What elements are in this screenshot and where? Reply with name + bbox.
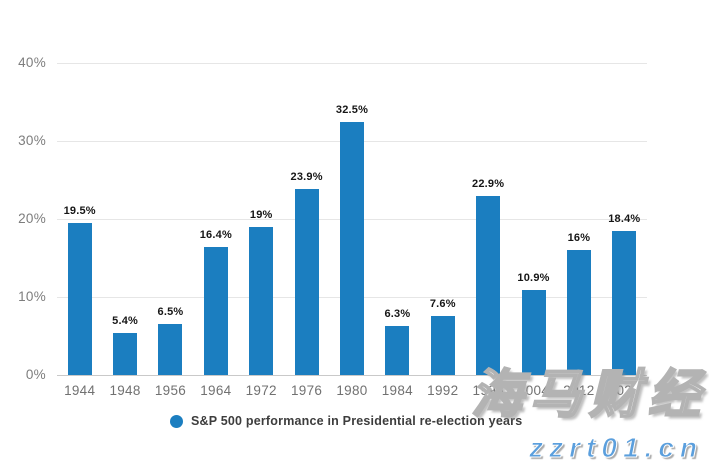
bar-value-label: 23.9%: [290, 170, 323, 183]
legend: S&P 500 performance in Presidential re-e…: [170, 414, 522, 428]
legend-marker-icon: [170, 414, 183, 428]
x-axis-tick-label: 1956: [154, 383, 187, 398]
gridline: [57, 375, 647, 376]
x-axis-tick-label: 1984: [381, 383, 413, 398]
bar-value-label: 32.5%: [335, 103, 369, 116]
bar: [158, 324, 183, 375]
x-axis-tick-label: 1976: [290, 383, 323, 398]
bar: [430, 315, 455, 375]
x-axis-tick-label: 1948: [109, 383, 141, 398]
bar: [249, 226, 274, 375]
bar: [521, 289, 546, 375]
bar-value-label: 18.4%: [608, 213, 641, 226]
gridline: [57, 63, 647, 64]
x-axis-tick-label: 2020: [608, 383, 640, 398]
bar-value-label: 10.9%: [517, 271, 550, 284]
watermark-cjk-text: 海马财经: [470, 365, 707, 425]
bar-value-label: 19%: [249, 208, 273, 221]
bar: [612, 231, 637, 375]
x-axis-tick-label: 2004: [517, 383, 550, 398]
bar: [385, 325, 410, 375]
y-axis-tick-label: 40%: [18, 55, 46, 70]
y-axis-tick-label: 30%: [18, 133, 46, 148]
x-axis-tick-label: 1964: [200, 383, 232, 398]
x-axis-tick-label: 1972: [245, 383, 277, 398]
y-axis-tick-label: 0%: [25, 367, 46, 382]
bar-value-label: 6.3%: [384, 307, 411, 320]
watermark-url-text: zzrt01.cn: [529, 432, 703, 463]
x-axis-tick-label: 1996: [472, 383, 504, 398]
x-axis-tick-label: 1980: [336, 383, 368, 398]
x-axis-tick-label: 1944: [64, 383, 96, 398]
bar: [476, 196, 501, 375]
bar-value-label: 19.5%: [63, 204, 96, 217]
bar-value-label: 16%: [567, 232, 591, 245]
bar: [340, 121, 364, 375]
bar-value-label: 6.5%: [157, 306, 184, 319]
bar: [203, 247, 228, 375]
y-axis-tick-label: 10%: [18, 289, 46, 304]
bar-value-label: 16.4%: [199, 229, 232, 242]
bar-value-label: 22.9%: [472, 178, 505, 191]
bar-value-label: 5.4%: [112, 314, 138, 327]
x-axis-tick-label: 1992: [427, 383, 459, 398]
y-axis-tick-label: 20%: [18, 211, 46, 226]
bar-value-label: 7.6%: [429, 297, 456, 310]
bar: [566, 250, 591, 375]
legend-label: S&P 500 performance in Presidential re-e…: [191, 414, 523, 428]
bar: [113, 332, 138, 375]
x-axis-tick-label: 2012: [563, 383, 595, 398]
bar: [67, 222, 92, 375]
bar: [294, 188, 319, 375]
